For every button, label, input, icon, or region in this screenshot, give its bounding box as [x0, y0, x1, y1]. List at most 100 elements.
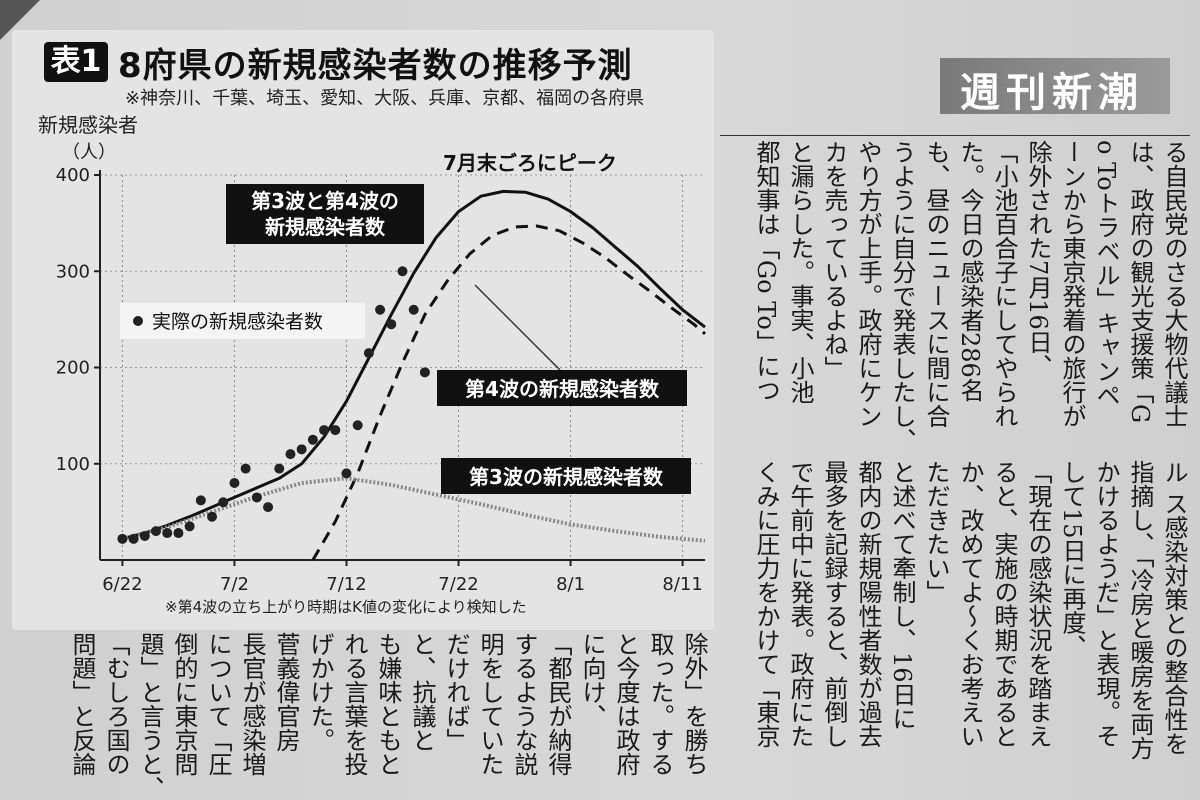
article-top-column-7: も、昼のニュースに間に合 — [922, 140, 950, 428]
annotation-wave4-pointer — [474, 284, 561, 371]
actual-point — [251, 492, 262, 503]
x-tick-label-1: 7/2 — [220, 574, 249, 595]
series-line-1 — [311, 224, 706, 561]
article-top-column-2: o Toトラベル」キャンペ — [1092, 140, 1120, 407]
article-lower-right-column-2: かけるようだ」と表現。そ — [1092, 460, 1120, 748]
article-top-column-5: 「小池百合子にしてやられ — [990, 140, 1018, 428]
masthead-band — [940, 58, 1170, 114]
y-axis-label: 新規感染者 — [38, 113, 138, 137]
article-lower-left-column-16: 題」と言うと、 — [136, 632, 164, 800]
annotation-wave3: 第3波の新規感染者数 — [469, 465, 664, 489]
actual-point — [341, 468, 352, 479]
article-lower-right-column-0: ル ス感染対策との整合性を — [1160, 460, 1188, 756]
article-lower-left-column-11: げかけた。 — [306, 632, 334, 752]
x-tick-label-4: 8/1 — [556, 574, 585, 595]
actual-point — [307, 434, 318, 445]
article-lower-left-column-2: と今度は政府 — [612, 632, 640, 776]
article-lower-left-column-1: 取った。する — [646, 632, 674, 776]
article-top-column-6: た。今日の感染者286名 — [956, 140, 984, 402]
article-lower-right-column-3: して15日に再度、 — [1058, 460, 1086, 659]
y-tick-label-0: 100 — [56, 454, 90, 475]
article-top-column-12: 都知事は「Go To」につ — [752, 140, 780, 402]
y-tick-label-1: 200 — [56, 358, 90, 379]
article-lower-left-column-13: 長官が感染増 — [238, 632, 266, 776]
actual-point — [184, 521, 195, 532]
article-lower-right-column-6: か、改めてよ〜くお考えい — [956, 460, 984, 748]
actual-point — [263, 502, 274, 513]
actual-point — [330, 425, 341, 436]
article-top-column-8: うように自分で発表したし、 — [888, 140, 916, 452]
article-top-column-3: ーンから東京発着の旅行が — [1058, 140, 1086, 428]
actual-point — [274, 463, 285, 474]
actual-point — [173, 528, 184, 539]
article-lower-left-column-12: 菅義偉官房 — [272, 632, 300, 752]
y-tick-label-3: 400 — [56, 165, 90, 186]
y-axis-unit: （人） — [62, 142, 116, 163]
x-tick-label-0: 6/22 — [102, 574, 142, 595]
article-lower-left-column-6: 明をしていた — [476, 632, 504, 776]
article-top-column-1: は、政府の観光支援策「G — [1126, 140, 1154, 424]
article-lower-left-column-8: と、抗議と — [408, 632, 436, 752]
actual-point — [363, 348, 374, 359]
article-lower-right-column-10: 最多を記録すると、前倒し — [820, 460, 848, 748]
annotation-combined-box — [226, 184, 424, 244]
article-lower-left-column-17: 「むしろ国の — [102, 632, 130, 776]
article-lower-right-column-11: で午前中に発表。政府にた — [786, 460, 814, 748]
article-lower-left-column-4: 「都民が納得 — [544, 632, 572, 776]
annotation-combined-line-1: 新規感染者数 — [265, 215, 386, 239]
article-lower-left-column-7: だければ」 — [442, 632, 470, 752]
actual-point — [285, 449, 296, 460]
article-top-column-0: る自民党のさる大物代議士 — [1160, 140, 1188, 428]
legend-point-icon — [133, 316, 143, 326]
masthead: 週刊新潮 — [960, 69, 1144, 116]
article-top-column-9: やり方が上手。政府にケン — [854, 140, 882, 428]
annotation-peak: 7月末ごろにピーク — [443, 151, 617, 175]
article-top-column-11: と漏らした。事実、小池 — [786, 140, 814, 404]
article-lower-right-column-12: くみに圧力をかけて「東京 — [752, 460, 780, 748]
actual-point — [408, 304, 419, 315]
actual-point — [240, 463, 251, 474]
actual-point — [117, 533, 128, 544]
article-lower-left-column-5: するような説 — [510, 632, 538, 776]
figure-badge: 表1 — [44, 42, 108, 82]
annotation-wave3-box — [441, 458, 691, 494]
article-lower-right-column-4: 「現在の感染状況を踏まえ — [1024, 460, 1052, 748]
chart-labels: 7月末ごろにピーク第3波と第4波の新規感染者数実際の新規感染者数第4波の新規感染… — [120, 151, 691, 494]
actual-point — [352, 420, 363, 431]
article-lower-left-column-10: れる言葉を投 — [340, 632, 368, 776]
article-lower-left-column-3: に向け、 — [578, 632, 606, 728]
series-line-2 — [121, 476, 706, 543]
x-tick-label-2: 7/12 — [326, 574, 366, 595]
actual-point — [162, 528, 173, 539]
actual-point — [229, 478, 240, 488]
article-lower-left-column-14: について「圧 — [204, 632, 232, 776]
actual-point — [139, 530, 150, 541]
article-lower-right-column-9: 都内の新規陽性者数が過去 — [854, 460, 882, 748]
annotation-combined-line-0: 第3波と第4波の — [251, 189, 399, 213]
actual-point — [128, 533, 139, 544]
actual-point — [397, 266, 408, 277]
actual-point — [195, 495, 206, 506]
article-lower-right-column-5: ると、実施の時期であると — [990, 460, 1018, 748]
actual-point — [375, 304, 386, 315]
figure-note: ※神奈川、千葉、埼玉、愛知、大阪、兵庫、京都、福岡の各府県 — [125, 88, 645, 109]
article-lower-right-column-7: ただきたい」 — [922, 460, 950, 604]
article-top-column-10: カを売っているよね」 — [820, 140, 848, 380]
figure-footnote: ※第4波の立ち上がり時期はK値の変化により検知した — [165, 598, 527, 616]
y-tick-label-2: 300 — [56, 261, 90, 282]
annotation-wave4-box — [437, 370, 687, 406]
article-lower-left-column-18: 問題」と反論 — [68, 632, 96, 776]
chart-points — [117, 266, 430, 544]
annotation-wave4: 第4波の新規感染者数 — [465, 377, 660, 401]
x-tick-label-3: 7/22 — [438, 574, 478, 595]
chart-axes: 100 200 300 400 6/22 7/2 7/12 7/22 8/1 8/11 新規感染者 （… — [38, 113, 705, 595]
actual-point — [207, 511, 218, 522]
figure-title: 8府県の新規感染者数の推移予測 — [118, 46, 633, 86]
article-top-column-4: 除外された7月16日、 — [1024, 140, 1052, 378]
actual-point — [419, 367, 430, 378]
actual-point — [296, 444, 307, 455]
article-lower-right-column-8: と述べて牽制し、16日に — [888, 460, 916, 731]
annotation-actual-box — [120, 303, 365, 339]
